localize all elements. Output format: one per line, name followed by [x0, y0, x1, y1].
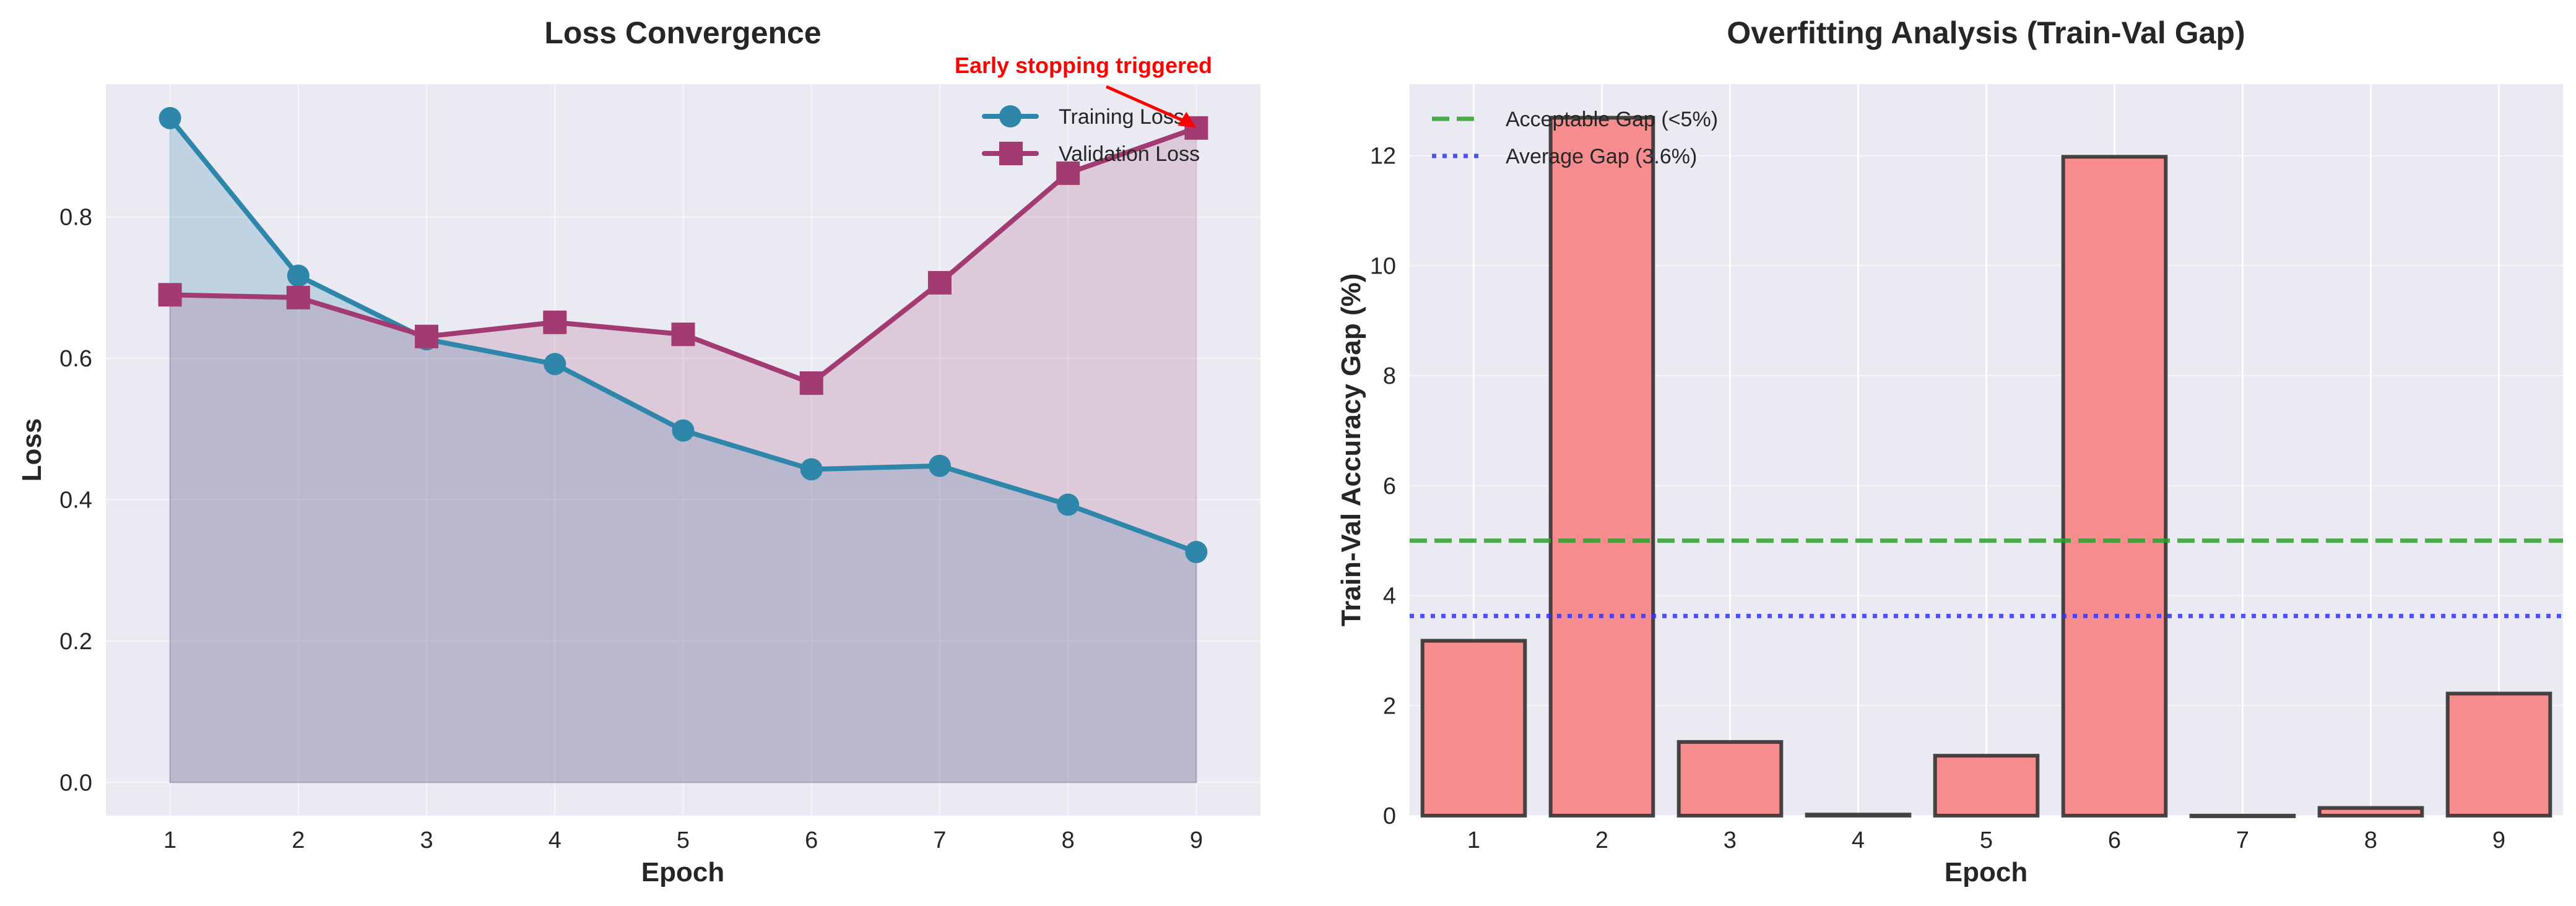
data-point — [158, 283, 182, 307]
bar — [2317, 806, 2424, 818]
x-tick-label: 1 — [1467, 827, 1480, 853]
x-tick-label: 7 — [933, 827, 946, 853]
data-point — [799, 371, 823, 395]
data-point — [415, 324, 439, 348]
loss-convergence-chart: Loss Convergence Epoch Loss Early stoppi… — [17, 15, 1260, 887]
y-tick-label: 8 — [1383, 363, 1396, 389]
x-tick-label: 5 — [677, 827, 690, 853]
legend-marker — [999, 105, 1021, 127]
data-point — [1057, 493, 1080, 516]
chart-title: Loss Convergence — [544, 15, 821, 50]
legend-label: Validation Loss — [1059, 142, 1200, 166]
y-tick-label: 0.6 — [59, 346, 92, 372]
x-tick-label: 3 — [1724, 827, 1737, 853]
y-tick-label: 10 — [1370, 253, 1396, 279]
data-point — [800, 458, 823, 481]
chart-title: Overfitting Analysis (Train-Val Gap) — [1727, 15, 2245, 50]
bar — [2445, 691, 2552, 818]
y-tick-label: 6 — [1383, 473, 1396, 499]
x-tick-label: 8 — [1062, 827, 1075, 853]
data-point — [543, 310, 567, 334]
early-stopping-annotation: Early stopping triggered — [955, 53, 1212, 78]
y-tick-label: 0.2 — [59, 629, 92, 655]
x-tick-label: 4 — [1852, 827, 1865, 853]
y-tick-label: 0.0 — [59, 770, 92, 796]
annotation-arrowhead — [1177, 111, 1197, 128]
data-point — [287, 264, 310, 287]
data-point — [672, 419, 695, 442]
x-tick-label: 9 — [2492, 827, 2505, 853]
overfitting-analysis-chart: Overfitting Analysis (Train-Val Gap) Epo… — [1336, 15, 2563, 887]
legend-label: Acceptable Gap (<5%) — [1506, 108, 1718, 131]
x-tick-label: 2 — [1595, 827, 1608, 853]
data-point — [1056, 161, 1080, 185]
bar — [1548, 116, 1655, 818]
bar — [1805, 813, 1912, 818]
x-tick-label: 5 — [1980, 827, 1993, 853]
y-axis-label: Train-Val Accuracy Gap (%) — [1336, 274, 1366, 627]
x-axis-label: Epoch — [641, 857, 724, 887]
bar — [1420, 639, 1527, 818]
bar — [1933, 754, 2040, 818]
x-tick-label: 6 — [2108, 827, 2121, 853]
bar — [1676, 740, 1784, 818]
y-tick-label: 0.8 — [59, 205, 92, 231]
y-tick-label: 0.4 — [59, 488, 92, 514]
x-tick-label: 3 — [420, 827, 433, 853]
legend-marker — [999, 142, 1023, 165]
data-point — [1185, 541, 1208, 564]
x-tick-label: 9 — [1190, 827, 1203, 853]
x-tick-label: 4 — [549, 827, 562, 853]
annotation-arrow — [1105, 85, 1192, 126]
data-point — [544, 353, 566, 376]
legend-label: Average Gap (3.6%) — [1506, 145, 1697, 168]
bar — [2061, 155, 2168, 818]
y-tick-label: 0 — [1383, 803, 1396, 829]
x-axis-label: Epoch — [1945, 857, 2027, 887]
x-tick-label: 8 — [2364, 827, 2377, 853]
x-tick-label: 6 — [805, 827, 818, 853]
data-point — [671, 322, 695, 347]
x-tick-label: 2 — [292, 827, 305, 853]
x-tick-label: 1 — [163, 827, 176, 853]
legend-label: Training Loss — [1059, 105, 1184, 129]
data-point — [928, 454, 951, 477]
y-tick-label: 2 — [1383, 693, 1396, 719]
x-tick-label: 7 — [2236, 827, 2249, 853]
y-tick-label: 4 — [1383, 584, 1396, 610]
y-axis-label: Loss — [17, 418, 47, 482]
data-point — [927, 270, 952, 295]
data-point — [286, 285, 310, 309]
data-point — [158, 106, 181, 129]
y-tick-label: 12 — [1370, 144, 1396, 170]
